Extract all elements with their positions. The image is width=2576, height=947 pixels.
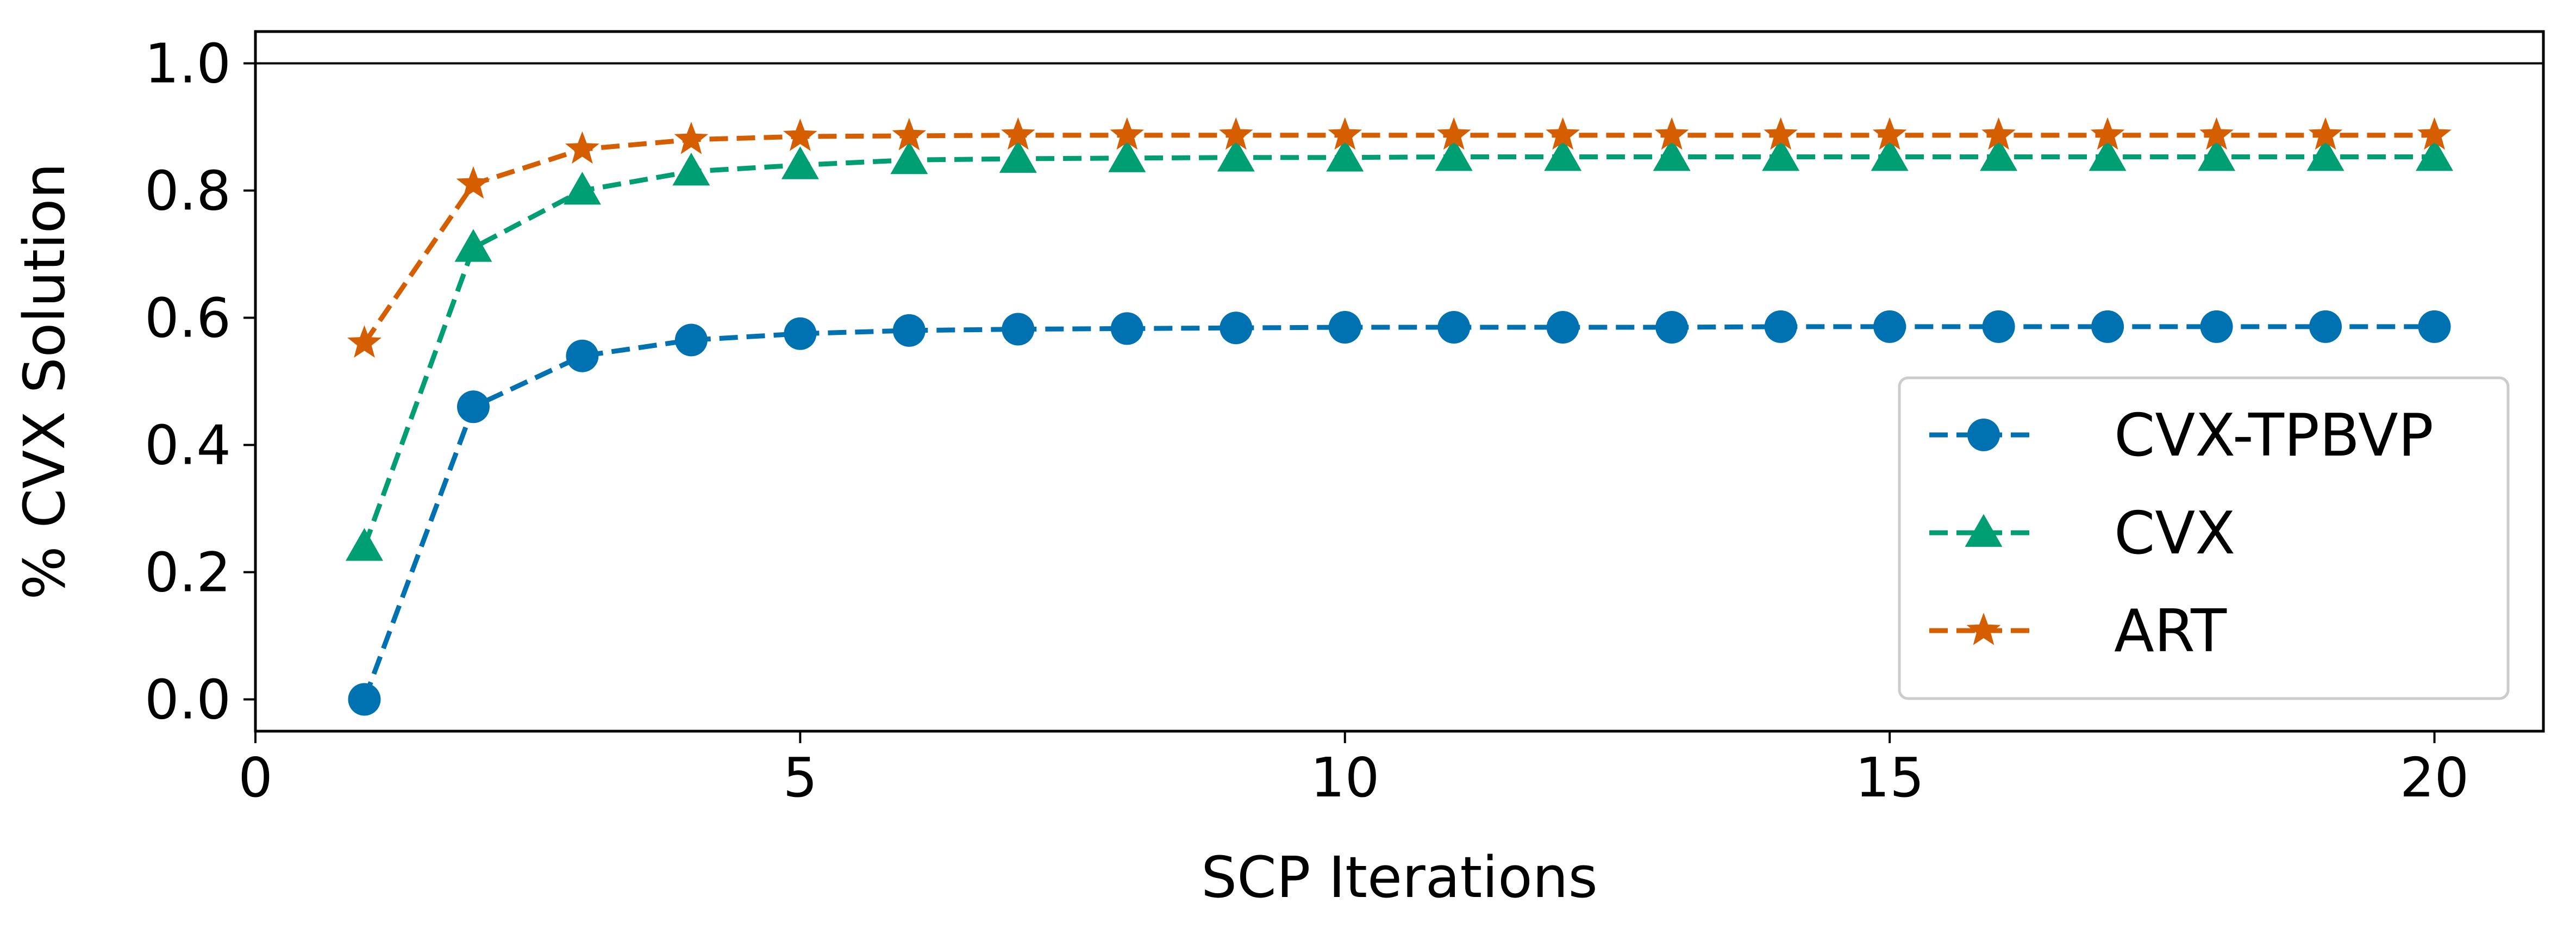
x-tick-label: 5: [783, 746, 818, 809]
data-point: [784, 317, 817, 350]
legend-item: ART: [1929, 597, 2227, 665]
data-point: [347, 325, 382, 358]
data-point: [457, 390, 490, 423]
y-tick-label: 0.0: [145, 668, 231, 732]
legend-label: CVX-TPBVP: [2114, 402, 2434, 470]
data-point: [1436, 117, 1471, 150]
data-point: [1762, 138, 1800, 171]
data-point: [892, 117, 927, 151]
plot-area: [255, 62, 2543, 716]
data-point: [781, 146, 819, 179]
data-point: [999, 140, 1037, 173]
legend-label: ART: [2114, 597, 2227, 665]
x-tick-label: 10: [1310, 746, 1379, 809]
data-point: [345, 528, 383, 561]
data-point: [1653, 138, 1691, 171]
data-point: [1654, 117, 1689, 150]
data-point: [1002, 313, 1035, 346]
legend-swatch-marker: [1965, 514, 2003, 547]
data-point: [2089, 138, 2127, 171]
data-point: [1001, 117, 1035, 150]
legend-swatch-marker: [1966, 613, 2001, 645]
data-point: [2200, 310, 2233, 343]
data-point: [348, 683, 381, 716]
data-point: [674, 121, 709, 154]
x-tick-label: 20: [2400, 746, 2469, 809]
data-point: [1544, 138, 1582, 171]
data-point: [456, 166, 491, 199]
x-axis-label: SCP Iterations: [1201, 844, 1598, 911]
data-point: [674, 323, 708, 357]
series-line: [362, 154, 2435, 548]
data-point: [1217, 139, 1255, 172]
y-tick-label: 0.2: [145, 541, 231, 605]
data-point: [783, 119, 817, 151]
series-cvx: [345, 138, 2454, 561]
data-point: [454, 229, 492, 262]
data-point: [1435, 138, 1473, 171]
data-point: [1326, 139, 1364, 172]
y-tick-label: 0.8: [145, 159, 231, 223]
series-cvx-tpbvp: [348, 310, 2451, 716]
data-point: [1220, 311, 1253, 345]
y-axis-label: % CVX Solution: [11, 163, 78, 600]
series-line: [362, 133, 2435, 345]
data-point: [2091, 310, 2124, 343]
data-point: [1981, 117, 2016, 150]
y-tick-label: 1.0: [145, 32, 231, 96]
data-point: [2309, 310, 2342, 343]
data-point: [566, 339, 599, 372]
data-point: [1328, 117, 1362, 150]
data-point: [1218, 117, 1253, 150]
data-point: [2417, 117, 2452, 150]
y-tick-label: 0.4: [145, 414, 231, 477]
data-point: [1871, 138, 1909, 171]
legend-item: CVX-TPBVP: [1929, 402, 2434, 470]
data-point: [672, 152, 710, 186]
data-point: [1110, 312, 1143, 345]
data-point: [1110, 117, 1145, 150]
data-point: [1108, 139, 1146, 172]
data-point: [2198, 138, 2236, 171]
data-point: [1437, 311, 1471, 344]
data-point: [1546, 311, 1579, 344]
data-point: [892, 314, 926, 347]
data-point: [2306, 138, 2344, 171]
data-point: [2418, 310, 2451, 343]
data-point: [1980, 138, 2018, 171]
data-point: [1873, 310, 1906, 343]
data-point: [2308, 117, 2343, 150]
data-point: [1872, 117, 1907, 150]
x-tick-label: 15: [1855, 746, 1924, 809]
legend-label: CVX: [2114, 500, 2235, 568]
data-point: [1764, 117, 1798, 150]
axes: 0 5 10 15 20 0.0 0.2 0.4 0.6 0.8 1.0: [145, 30, 2545, 809]
legend-swatch-marker: [1967, 419, 2000, 451]
data-point: [1764, 310, 1797, 343]
data-point: [1982, 310, 2015, 343]
data-point: [565, 131, 599, 164]
legend-box: [1898, 376, 2510, 700]
data-point: [2090, 117, 2125, 150]
series-line: [362, 324, 2435, 701]
series-art: [347, 117, 2452, 358]
x-tick-label: 0: [238, 746, 273, 809]
legend-item: CVX: [1929, 500, 2235, 568]
data-point: [1328, 311, 1361, 344]
data-point: [890, 141, 928, 175]
y-tick-label: 0.6: [145, 286, 231, 350]
axes-frame: [254, 30, 2545, 733]
data-point: [2416, 138, 2454, 171]
data-point: [1655, 311, 1689, 344]
data-point: [2199, 117, 2234, 150]
legend: CVX-TPBVP CVX ART: [1898, 376, 2510, 700]
data-point: [563, 172, 601, 205]
data-point: [1546, 117, 1580, 150]
